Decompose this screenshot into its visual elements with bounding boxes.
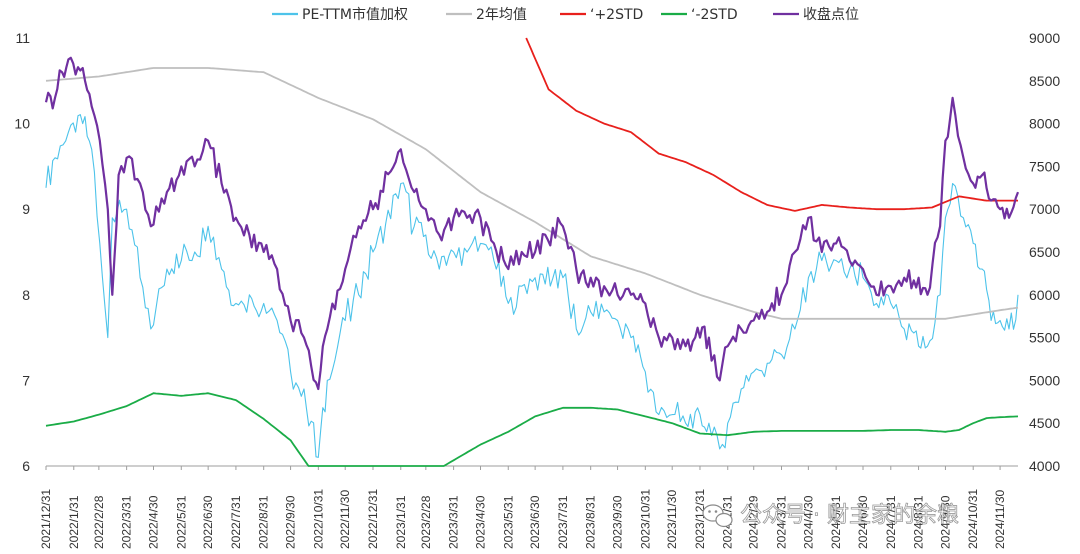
series-layer (44, 37, 1020, 467)
x-tick-label: 2023/8/31 (584, 495, 598, 549)
left-tick-label: 6 (22, 458, 30, 474)
x-tick-label: 2022/5/31 (174, 495, 188, 549)
x-tick-label: 2023/11/30 (665, 490, 679, 549)
x-tick-label: 2023/2/28 (419, 495, 433, 549)
x-tick-label: 2022/2/28 (92, 495, 106, 549)
x-tick-label: 2024/2/29 (747, 495, 761, 549)
x-tick-label: 2022/4/30 (147, 495, 161, 549)
x-tick-label: 2024/9/30 (938, 495, 952, 549)
x-tick-label: 2022/6/30 (201, 495, 215, 549)
x-tick-label: 2024/10/31 (966, 489, 980, 549)
right-tick-label: 6000 (1029, 287, 1060, 303)
x-tick-label: 2024/6/30 (856, 495, 870, 549)
x-tick-label: 2023/3/31 (447, 495, 461, 549)
legend-label: 收盘点位 (803, 6, 859, 23)
left-axis: 6 7 8 9 10 11 (14, 30, 30, 474)
x-tick-label: 2024/5/31 (829, 495, 843, 549)
x-tick-label: 2023/5/31 (501, 495, 515, 549)
right-tick-label: 7000 (1029, 201, 1060, 217)
watermark: 公众号 · 财主家的余粮 (702, 503, 959, 528)
right-tick-label: 8500 (1029, 73, 1060, 89)
legend: PE-TTM市值加权 2年均值 ‘+2STD ‘-2STD 收盘点位 (272, 6, 859, 23)
x-tick-label: 2024/8/31 (912, 495, 926, 549)
x-tick-label: 2023/6/30 (528, 495, 542, 549)
watermark-text: 公众号 · 财主家的余粮 (740, 503, 959, 528)
left-tick-label: 11 (15, 30, 30, 46)
series-line-0 (45, 114, 1019, 458)
legend-label: 2年均值 (476, 7, 527, 23)
x-tick-label: 2024/11/30 (993, 490, 1007, 549)
series-line-3 (45, 392, 1019, 467)
x-tick-label: 2022/7/31 (229, 495, 243, 549)
x-tick-label: 2023/4/30 (473, 495, 487, 549)
right-tick-label: 7500 (1029, 158, 1060, 174)
x-tick-label: 2023/12/31 (693, 489, 707, 549)
series-line-2 (525, 37, 1018, 212)
right-tick-label: 5000 (1029, 372, 1060, 388)
series-line-1 (45, 67, 1019, 320)
x-tick-label: 2024/3/31 (774, 495, 788, 549)
legend-label: PE-TTM市值加权 (302, 6, 408, 23)
x-tick-label: 2022/12/31 (366, 489, 380, 549)
left-tick-label: 8 (22, 287, 30, 303)
x-tick-label: 2022/3/31 (120, 495, 134, 549)
x-tick-label: 2022/8/31 (257, 495, 271, 549)
x-tick-label: 2022/10/31 (311, 489, 325, 549)
right-axis: 4000 4500 5000 5500 6000 6500 7000 7500 8000 8500… (1029, 30, 1060, 474)
right-tick-label: 5500 (1029, 330, 1060, 346)
right-tick-label: 8000 (1029, 116, 1060, 132)
right-tick-label: 4500 (1029, 415, 1060, 431)
right-tick-label: 9000 (1029, 30, 1060, 46)
left-tick-label: 7 (22, 372, 30, 388)
x-tick-label: 2023/1/31 (394, 495, 408, 549)
x-tick-label: 2022/9/30 (284, 495, 298, 549)
x-tick-label: 2023/7/31 (556, 495, 570, 549)
legend-label: ‘-2STD (691, 7, 738, 23)
x-tick-label: 2023/9/30 (611, 495, 625, 549)
left-tick-label: 9 (22, 201, 30, 217)
right-tick-label: 4000 (1029, 458, 1060, 474)
wechat-icon (702, 504, 733, 528)
x-axis: 2021/12/31 2022/1/31 2022/2/28 2022/3/31 202… (39, 465, 1018, 549)
x-tick-label: 2022/11/30 (338, 490, 352, 549)
left-tick-label: 10 (14, 116, 30, 132)
x-tick-label: 2024/7/31 (884, 495, 898, 549)
x-tick-label: 2021/12/31 (39, 489, 53, 549)
x-tick-label: 2024/4/30 (801, 495, 815, 549)
legend-label: ‘+2STD (590, 7, 643, 23)
right-tick-label: 6500 (1029, 244, 1060, 260)
series-line-4 (44, 56, 1020, 391)
x-tick-label: 2023/10/31 (638, 489, 652, 549)
x-tick-label: 2022/1/31 (67, 495, 81, 549)
